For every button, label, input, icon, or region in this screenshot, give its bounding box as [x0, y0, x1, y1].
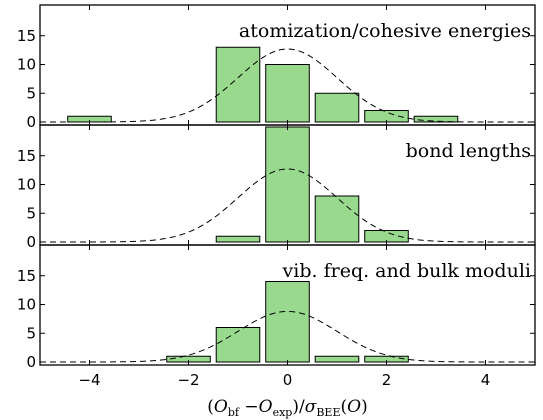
panel-2-bar-3	[314, 195, 360, 243]
panel-2-bar-2	[265, 126, 310, 243]
xtick-label-neg4: −4	[78, 371, 100, 389]
panel-1-title: atomization/cohesive energies	[239, 20, 531, 42]
panel-2-title: bond lengths	[406, 140, 531, 162]
panel-1-ytick-label-5: 5	[26, 84, 36, 102]
panel-3-title: vib. freq. and bulk moduli	[282, 260, 531, 282]
panel-3-ytick-label-5: 5	[26, 324, 36, 342]
xtick-label-4: 4	[481, 371, 491, 389]
panel-1-bar-4	[314, 92, 360, 123]
x-axis-label: (Obf −Oexp)/σBEE(O)	[207, 397, 367, 419]
panel-1-ytick-label-0: 0	[26, 113, 36, 131]
panel-2-ytick-label-15: 15	[17, 147, 36, 165]
xtick-label-neg2: −2	[177, 371, 199, 389]
panel-1-ytick-label-10: 10	[17, 56, 36, 74]
panel-2-ytick-label-0: 0	[26, 233, 36, 251]
panel-3-ytick-label-0: 0	[26, 353, 36, 371]
panel-3-bar-3	[265, 281, 310, 363]
panel-1-gaussian-curve	[40, 48, 535, 123]
panel-1-bar-3	[265, 64, 310, 123]
panel-1-ytick-label-15: 15	[17, 27, 36, 45]
panel-1-bar-6	[413, 115, 459, 123]
panel-3-ytick-label-15: 15	[17, 267, 36, 285]
xtick-label-2: 2	[382, 371, 392, 389]
panel-2-gaussian-curve	[40, 168, 535, 243]
panel-2-ytick-label-10: 10	[17, 176, 36, 194]
panel-2-ytick-label-5: 5	[26, 204, 36, 222]
panel-3-bar-2	[215, 327, 261, 363]
panel-3-ytick-label-10: 10	[17, 296, 36, 314]
panel-1-bar-2	[215, 46, 261, 123]
panel-3-gaussian-curve	[40, 310, 535, 363]
panel-2-bar-1	[215, 235, 261, 243]
xtick-label-0: 0	[283, 371, 293, 389]
panel-3-bar-4	[314, 355, 360, 363]
